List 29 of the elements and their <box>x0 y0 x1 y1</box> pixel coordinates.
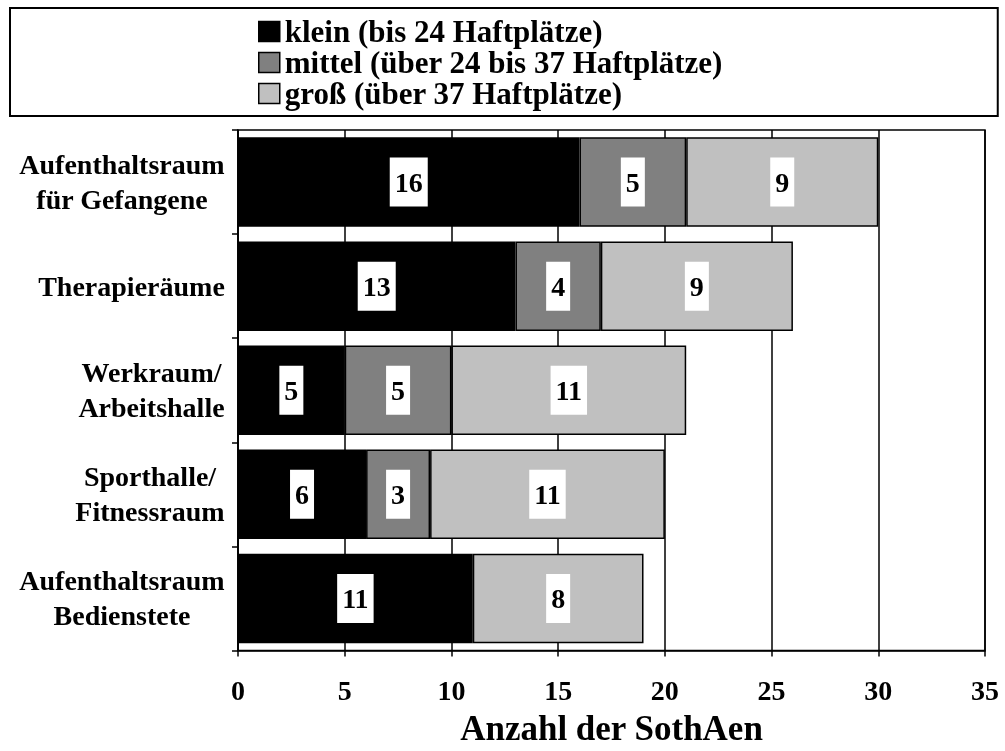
y-tick-label: Aufenthaltsraum für Gefangene <box>19 149 225 216</box>
y-tick-label: Aufenthaltsraum Bedienstete <box>19 565 225 632</box>
data-label: 5 <box>284 374 299 406</box>
legend-label: klein (bis 24 Haftplätze) <box>284 14 603 49</box>
x-tick-label: 15 <box>544 675 573 706</box>
x-tick-label: 20 <box>650 675 679 706</box>
data-label: 8 <box>551 582 566 614</box>
y-tick-label: Werkraum/ Arbeitshalle <box>78 357 225 424</box>
x-axis-title: Anzahl der SothAen <box>460 709 763 748</box>
x-tick-label: 5 <box>337 675 352 706</box>
x-tick-label: 10 <box>437 675 466 706</box>
data-label: 9 <box>689 270 704 302</box>
data-label: 5 <box>625 166 640 198</box>
y-tick-label: Therapieräume <box>38 270 225 302</box>
data-label: 6 <box>295 478 310 510</box>
x-tick-label: 35 <box>971 675 999 706</box>
data-label: 11 <box>342 582 369 614</box>
x-tick-label: 25 <box>757 675 786 706</box>
y-tick-label: Sporthalle/ Fitnessraum <box>75 461 225 528</box>
data-label: 11 <box>534 478 561 510</box>
data-label: 5 <box>391 374 406 406</box>
data-label: 16 <box>394 166 423 198</box>
data-label: 11 <box>555 374 583 406</box>
data-label: 9 <box>775 166 790 198</box>
x-tick-label: 0 <box>231 675 245 706</box>
data-label: 4 <box>551 270 566 302</box>
data-label: 13 <box>362 270 391 302</box>
x-tick-label: 30 <box>864 675 893 706</box>
data-label: 3 <box>391 478 406 510</box>
